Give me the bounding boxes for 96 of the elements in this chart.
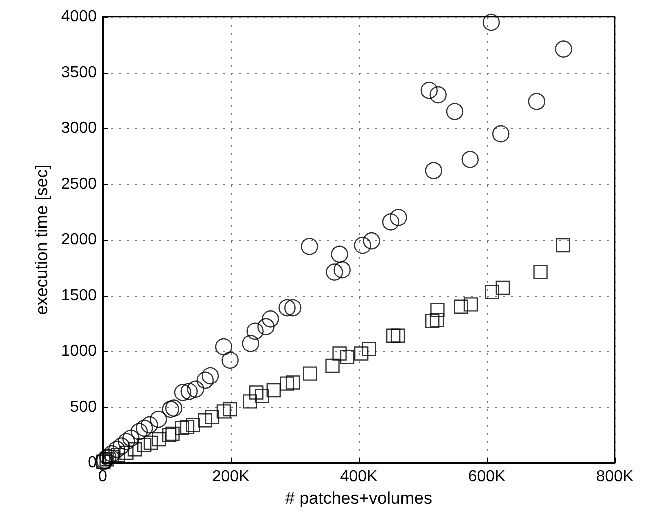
point: [243, 394, 258, 409]
point: [250, 386, 264, 400]
point: [485, 285, 500, 300]
point: [326, 358, 340, 374]
point: [108, 441, 126, 458]
point: [205, 410, 220, 424]
point: [100, 448, 117, 466]
point: [278, 299, 296, 317]
point: [242, 335, 260, 352]
point: [534, 265, 548, 280]
point: [528, 93, 546, 110]
point: [122, 430, 140, 448]
point: [222, 352, 239, 370]
point: [280, 376, 294, 391]
point: [165, 400, 183, 417]
point: [175, 421, 190, 436]
point: [104, 450, 120, 465]
point: [186, 418, 200, 432]
point: [334, 262, 351, 279]
point: [326, 264, 344, 281]
point: [301, 238, 318, 256]
point: [303, 366, 318, 381]
point: [454, 300, 468, 314]
point: [362, 342, 376, 356]
point: [430, 313, 444, 328]
point: [420, 82, 438, 100]
point: [430, 86, 447, 104]
point: [258, 318, 275, 336]
point: [141, 416, 158, 434]
point: [464, 298, 478, 312]
point: [462, 151, 479, 168]
point: [162, 400, 180, 418]
point: [150, 410, 168, 428]
point: [180, 383, 198, 400]
x-tick-label: 800K: [596, 468, 634, 486]
point: [198, 414, 212, 428]
point: [112, 438, 130, 455]
point: [446, 103, 464, 120]
point: [426, 314, 440, 328]
y-tick-label: 2500: [61, 176, 98, 193]
point: [386, 328, 401, 343]
point: [430, 303, 445, 318]
point: [255, 389, 270, 404]
point: [496, 280, 510, 296]
point: [390, 328, 406, 343]
point: [174, 384, 192, 402]
point: [382, 214, 400, 231]
point: [128, 442, 142, 457]
point: [340, 350, 355, 364]
point: [556, 238, 570, 253]
point: [120, 446, 134, 460]
point: [354, 346, 369, 361]
point: [223, 402, 238, 417]
point: [202, 367, 220, 385]
y-tick-label: 3500: [61, 64, 98, 82]
x-tick-label: 200K: [212, 468, 250, 486]
point: [286, 376, 300, 390]
x-tick-label: 600K: [468, 468, 506, 486]
y-tick-label: 3000: [61, 120, 98, 137]
point: [331, 246, 348, 264]
point: [118, 433, 136, 450]
y-tick-label: 1000: [61, 343, 98, 360]
point: [390, 209, 408, 226]
y-tick-label: 1500: [61, 287, 98, 304]
point: [162, 428, 177, 442]
point: [482, 14, 500, 32]
x-tick-label: 400K: [340, 468, 378, 486]
point: [180, 420, 195, 434]
point: [130, 423, 148, 440]
point: [103, 445, 121, 463]
point: [138, 438, 152, 452]
point: [152, 432, 166, 447]
y-tick-label: 0: [88, 454, 98, 472]
x-axis-title: # patches+volumes: [286, 488, 432, 508]
point: [246, 322, 264, 340]
point: [354, 236, 372, 254]
y-tick-label: 500: [70, 398, 98, 416]
point: [216, 404, 232, 419]
point: [215, 338, 233, 356]
point: [196, 372, 214, 390]
x-tick-label: 0: [98, 468, 108, 486]
y-tick-label: 2000: [61, 232, 98, 248]
point: [262, 310, 280, 328]
y-tick-label: 4000: [61, 8, 98, 26]
point: [144, 436, 158, 450]
point: [332, 346, 347, 361]
point: [555, 40, 572, 58]
point: [492, 125, 510, 143]
point: [166, 426, 180, 442]
point: [363, 232, 380, 250]
point: [266, 383, 281, 398]
point: [136, 420, 154, 438]
point: [187, 380, 204, 398]
point: [284, 299, 302, 317]
y-axis-title: execution time [sec]: [32, 164, 52, 316]
point: [425, 162, 442, 180]
